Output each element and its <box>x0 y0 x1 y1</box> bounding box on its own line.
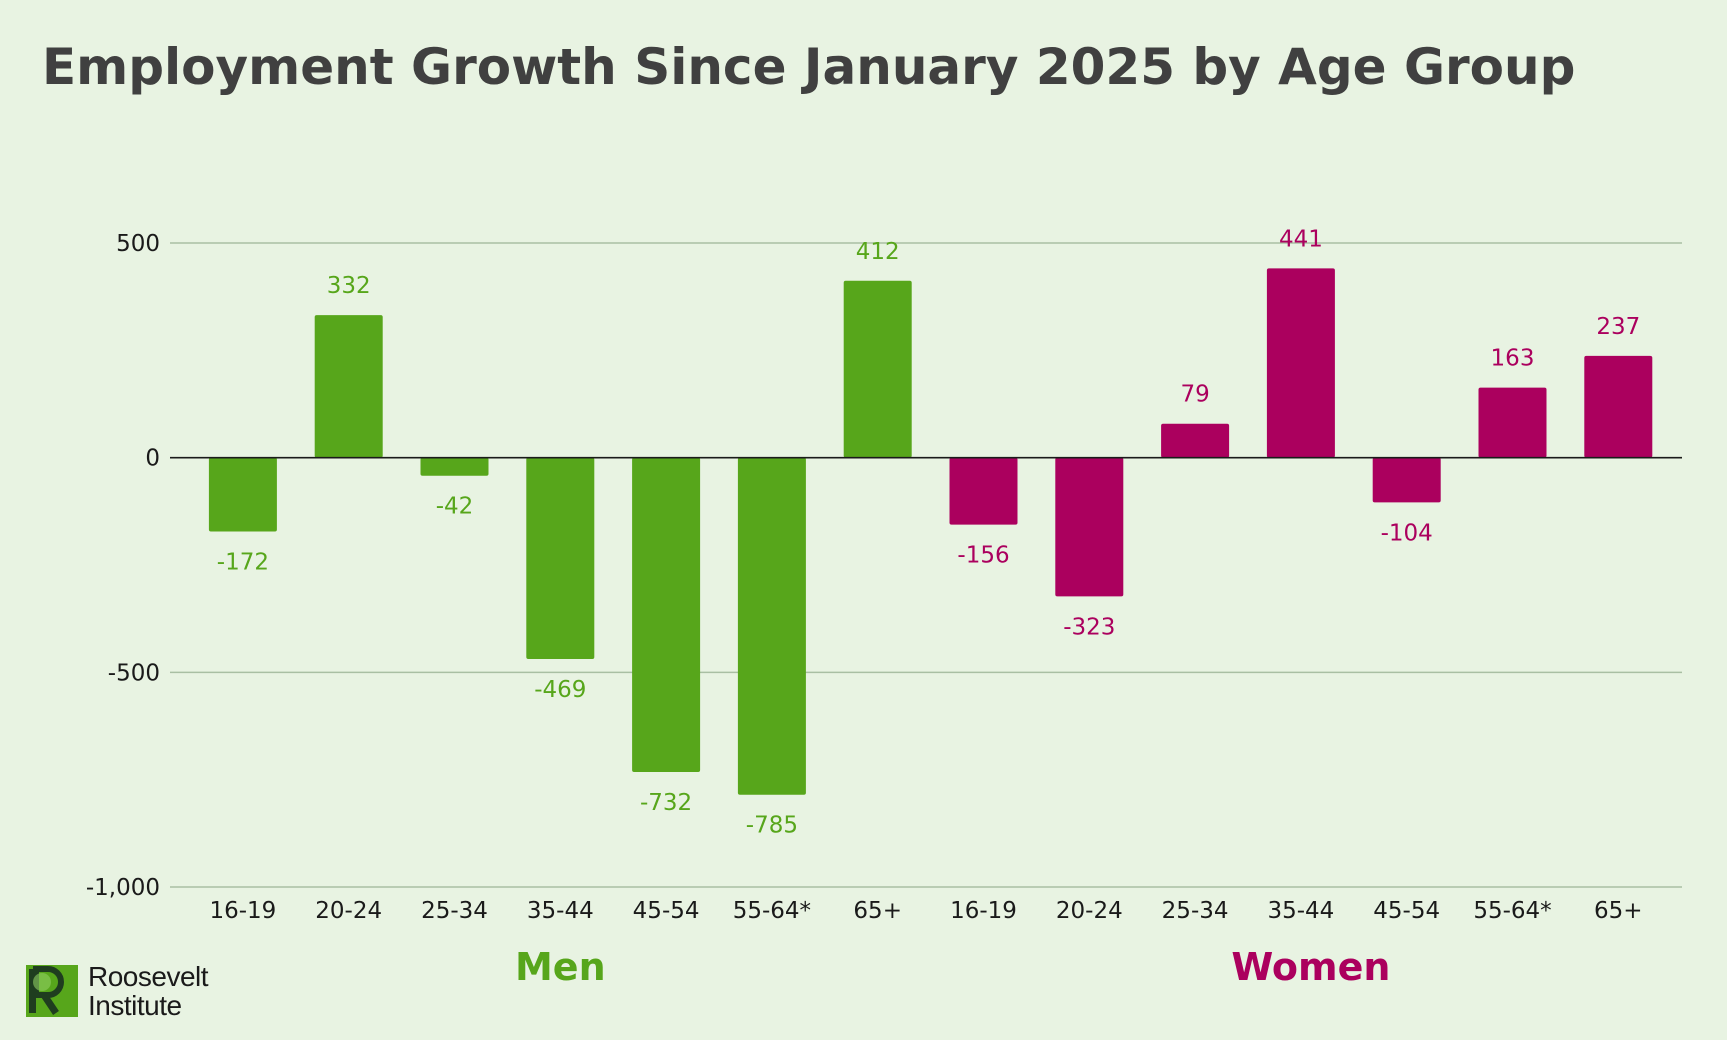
bar <box>208 457 277 532</box>
x-tick-label: 35-44 <box>527 898 594 924</box>
roosevelt-institute-logo: Roosevelt Institute <box>26 961 209 1021</box>
y-tick-label: 500 <box>116 231 160 257</box>
bar <box>1584 355 1653 458</box>
x-tick-label: 45-54 <box>1373 898 1440 924</box>
data-label: 79 <box>1180 382 1209 408</box>
data-label: -469 <box>534 677 586 703</box>
y-tick-label: -500 <box>108 660 160 686</box>
y-axis-tick-labels: 500 0 -500 -1,000 <box>86 231 160 901</box>
x-tick-label: 55-64* <box>733 898 811 924</box>
bars <box>208 268 1653 795</box>
bar <box>420 457 489 476</box>
bar <box>737 457 806 795</box>
x-tick-label: 65+ <box>853 898 902 924</box>
group-label-men: Men <box>514 945 606 989</box>
gridlines <box>170 242 1682 888</box>
bar <box>949 457 1018 525</box>
bar <box>1478 387 1547 458</box>
y-tick-label: -1,000 <box>86 875 160 901</box>
data-label: 412 <box>856 239 900 265</box>
data-label: 237 <box>1596 314 1640 340</box>
x-tick-label: 65+ <box>1594 898 1643 924</box>
chart-title: Employment Growth Since January 2025 by … <box>42 38 1576 96</box>
x-tick-label: 25-34 <box>1162 898 1229 924</box>
data-label: -42 <box>436 494 474 520</box>
data-labels: -172 332 -42 -469 -732 -785 412 -156 -323 79 441 -1… <box>217 226 1640 838</box>
data-label: 163 <box>1491 346 1535 372</box>
bar <box>843 280 912 458</box>
group-label-women: Women <box>1231 945 1391 989</box>
bar <box>1161 423 1230 458</box>
data-label: -172 <box>217 550 269 576</box>
data-label: -732 <box>640 790 692 816</box>
logo-text-line1: Roosevelt <box>88 961 209 992</box>
logo-text-line2: Institute <box>88 990 182 1021</box>
data-label: -785 <box>746 813 798 839</box>
data-label: 441 <box>1279 226 1323 252</box>
bar <box>1055 457 1124 597</box>
x-tick-label: 16-19 <box>209 898 276 924</box>
roosevelt-r-icon <box>26 965 78 1017</box>
bar <box>526 457 595 660</box>
bar <box>1372 457 1441 503</box>
x-tick-label: 16-19 <box>950 898 1017 924</box>
x-tick-label: 45-54 <box>633 898 700 924</box>
x-tick-label: 55-64* <box>1473 898 1551 924</box>
x-tick-label: 20-24 <box>315 898 382 924</box>
data-label: -104 <box>1381 520 1433 546</box>
bar <box>314 315 383 458</box>
x-axis-tick-labels: 16-19 20-24 25-34 35-44 45-54 55-64* 65+ 16-19 2… <box>209 898 1642 924</box>
data-label: 332 <box>327 273 371 299</box>
x-tick-label: 25-34 <box>421 898 488 924</box>
x-tick-label: 20-24 <box>1056 898 1123 924</box>
data-label: -156 <box>957 543 1009 569</box>
data-label: -323 <box>1063 614 1115 640</box>
bar <box>1266 268 1335 458</box>
x-tick-label: 35-44 <box>1267 898 1334 924</box>
bar <box>632 457 701 772</box>
y-tick-label: 0 <box>145 446 160 472</box>
